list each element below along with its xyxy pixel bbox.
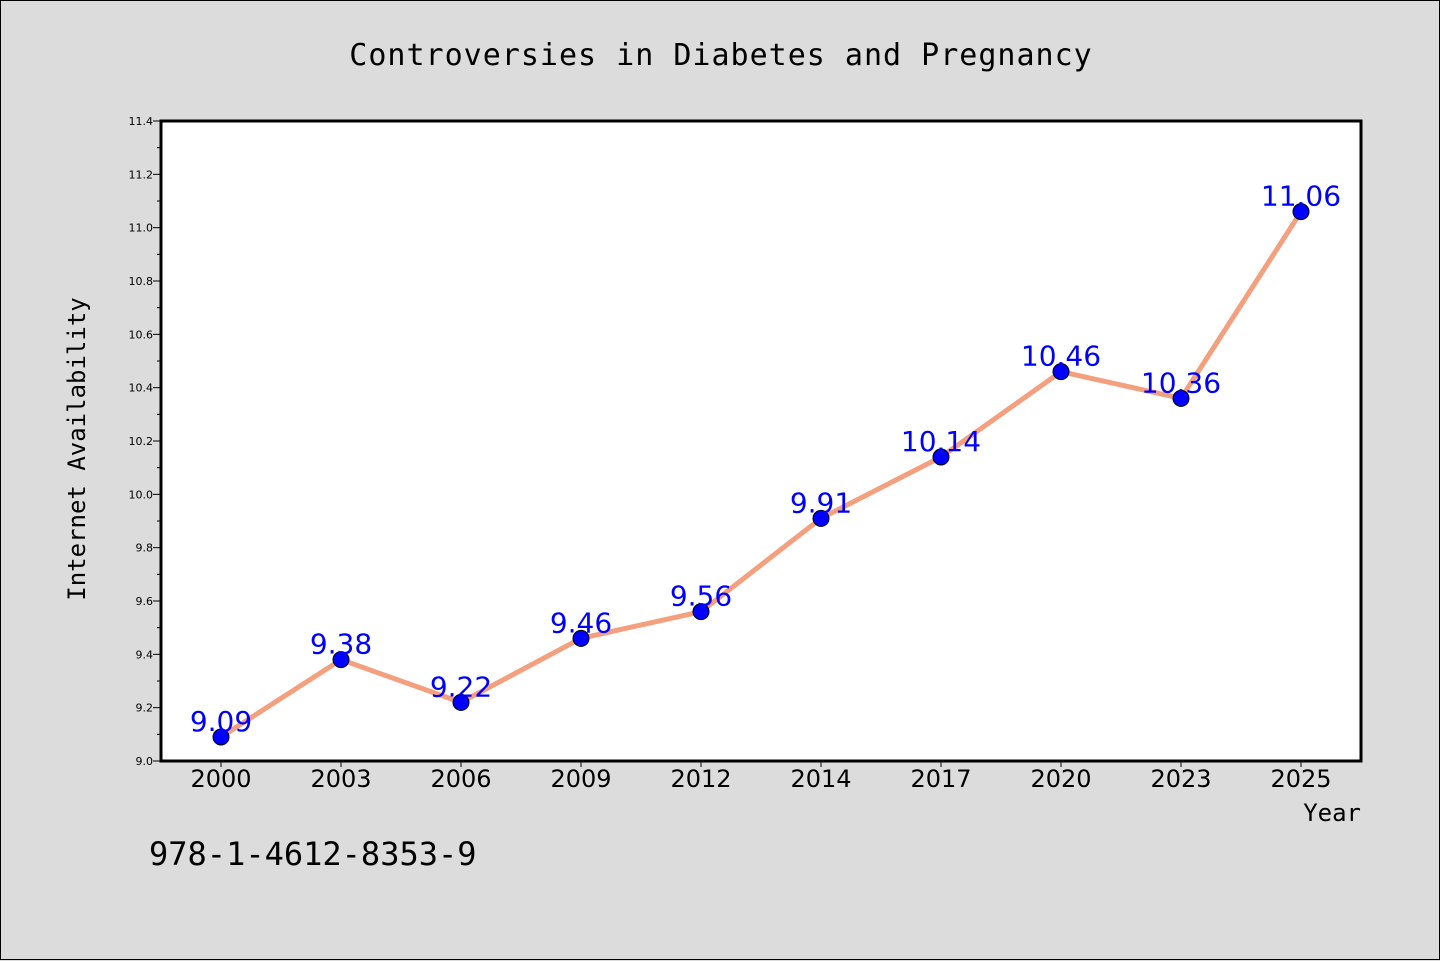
y-tick-label: 10.2 (129, 435, 154, 448)
x-tick-label: 2023 (1150, 765, 1211, 793)
y-tick-label: 11.2 (129, 168, 154, 181)
x-tick-label: 2003 (310, 765, 371, 793)
y-tick-label: 10.6 (129, 328, 154, 341)
data-label: 11.06 (1261, 180, 1341, 213)
data-point (1172, 389, 1190, 407)
x-tick-label: 2012 (670, 765, 731, 793)
x-axis-title: Year (1303, 799, 1361, 827)
data-label: 10.36 (1141, 366, 1221, 399)
data-label: 9.56 (670, 580, 732, 613)
data-label: 10.46 (1021, 340, 1101, 373)
x-tick-label: 2017 (910, 765, 971, 793)
x-tick-label: 2006 (430, 765, 491, 793)
y-tick-label: 9.4 (136, 648, 154, 661)
y-tick-label: 11.4 (129, 115, 154, 128)
y-tick-label: 11.0 (129, 222, 154, 235)
data-label: 9.38 (310, 628, 372, 661)
y-axis-title: Internet Availability (63, 297, 91, 600)
data-label: 9.91 (790, 486, 852, 519)
data-point (692, 603, 710, 621)
data-point (1292, 203, 1310, 221)
y-tick-label: 9.6 (136, 595, 154, 608)
data-point (332, 651, 350, 669)
data-label: 9.46 (550, 606, 612, 639)
y-tick-label: 10.4 (129, 382, 154, 395)
x-tick-label: 2009 (550, 765, 611, 793)
y-tick-label: 10.8 (129, 275, 154, 288)
y-tick-label: 9.0 (136, 755, 154, 768)
data-point (452, 693, 470, 711)
y-axis: 9.0 9.2 9.4 9.6 9.8 10.0 10.2 10.4 10.6 10.8 11.0 1… (129, 115, 161, 768)
x-tick-label: 2020 (1030, 765, 1091, 793)
data-point (572, 629, 590, 647)
data-label: 10.14 (901, 425, 981, 458)
data-label: 9.22 (430, 670, 492, 703)
x-axis: 2000 2003 2006 2009 2012 2014 2017 2020 2023 2025 (190, 761, 1332, 793)
series-line (219, 210, 1304, 740)
chart-title: Controversies in Diabetes and Pregnancy (349, 38, 1092, 73)
y-tick-label: 9.2 (136, 702, 154, 715)
plot-area (159, 119, 1363, 763)
x-tick-label: 2000 (190, 765, 251, 793)
x-tick-label: 2025 (1270, 765, 1331, 793)
data-series: 9.09 9.38 9.22 9.46 9.56 9.91 10.14 10.46 10.36 1… (190, 180, 1341, 746)
isbn-text: 978-1-4612-8353-9 (149, 835, 477, 873)
data-label: 9.09 (190, 705, 252, 738)
data-point (932, 448, 950, 466)
data-point (1052, 363, 1070, 381)
data-point (812, 509, 830, 527)
data-point (212, 728, 230, 746)
y-tick-label: 9.8 (136, 542, 154, 555)
x-tick-label: 2014 (790, 765, 851, 793)
y-tick-label: 10.0 (129, 488, 154, 501)
